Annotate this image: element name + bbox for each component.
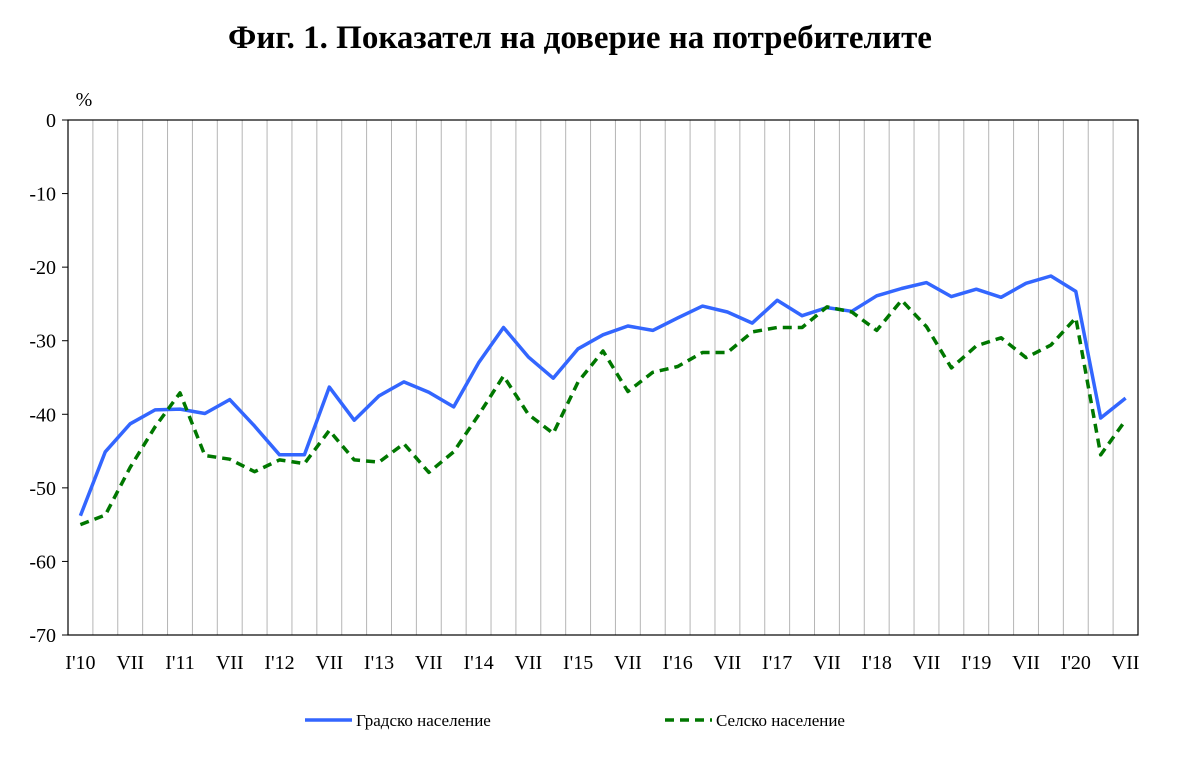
x-tick-label: I'11 [165,652,195,674]
y-tick-label: -70 [29,625,56,647]
x-tick-label: I'12 [264,652,294,674]
legend-label: Селско население [716,711,845,730]
x-tick-label: I'10 [65,652,95,674]
x-tick-label: VII [1012,652,1040,674]
x-tick-label: I'20 [1061,652,1091,674]
x-tick-label: VII [216,652,244,674]
y-tick-label: -10 [29,184,56,206]
series-lines [78,274,1128,527]
x-tick-label: VII [813,652,841,674]
x-tick-label: VII [714,652,742,674]
legend: Градско население Селско население [305,711,845,730]
x-tick-label: I'19 [961,652,991,674]
axis-ticks: 0 -10 -20 -30 -40 -50 -60 -70 I'10 VII I'11 VII I'12… [29,110,1139,674]
legend-label: Градско население [356,711,491,730]
x-tick-label: VII [1112,652,1140,674]
x-tick-label: VII [514,652,542,674]
y-tick-label: -40 [29,404,56,426]
x-tick-label: I'15 [563,652,593,674]
x-tick-label: I'13 [364,652,394,674]
x-tick-label: I'18 [862,652,892,674]
y-tick-label: -30 [29,331,56,353]
x-tick-label: VII [415,652,443,674]
y-tick-label: 0 [46,110,56,132]
gridlines [92,120,1114,635]
series-line-urban [78,274,1127,517]
x-tick-label: I'16 [663,652,693,674]
x-tick-label: VII [913,652,941,674]
x-tick-label: I'14 [463,652,493,674]
x-tick-label: VII [614,652,642,674]
x-tick-label: VII [315,652,343,674]
series-line-rural [79,298,1128,527]
x-tick-label: VII [116,652,144,674]
y-tick-label: -60 [29,551,56,573]
y-axis-unit-label: % [76,89,93,111]
chart-title: Фиг. 1. Показател на доверие на потребит… [228,20,932,56]
y-tick-label: -50 [29,478,56,500]
x-tick-label: I'17 [762,652,792,674]
plot-area [67,119,1139,636]
y-tick-label: -20 [29,257,56,279]
